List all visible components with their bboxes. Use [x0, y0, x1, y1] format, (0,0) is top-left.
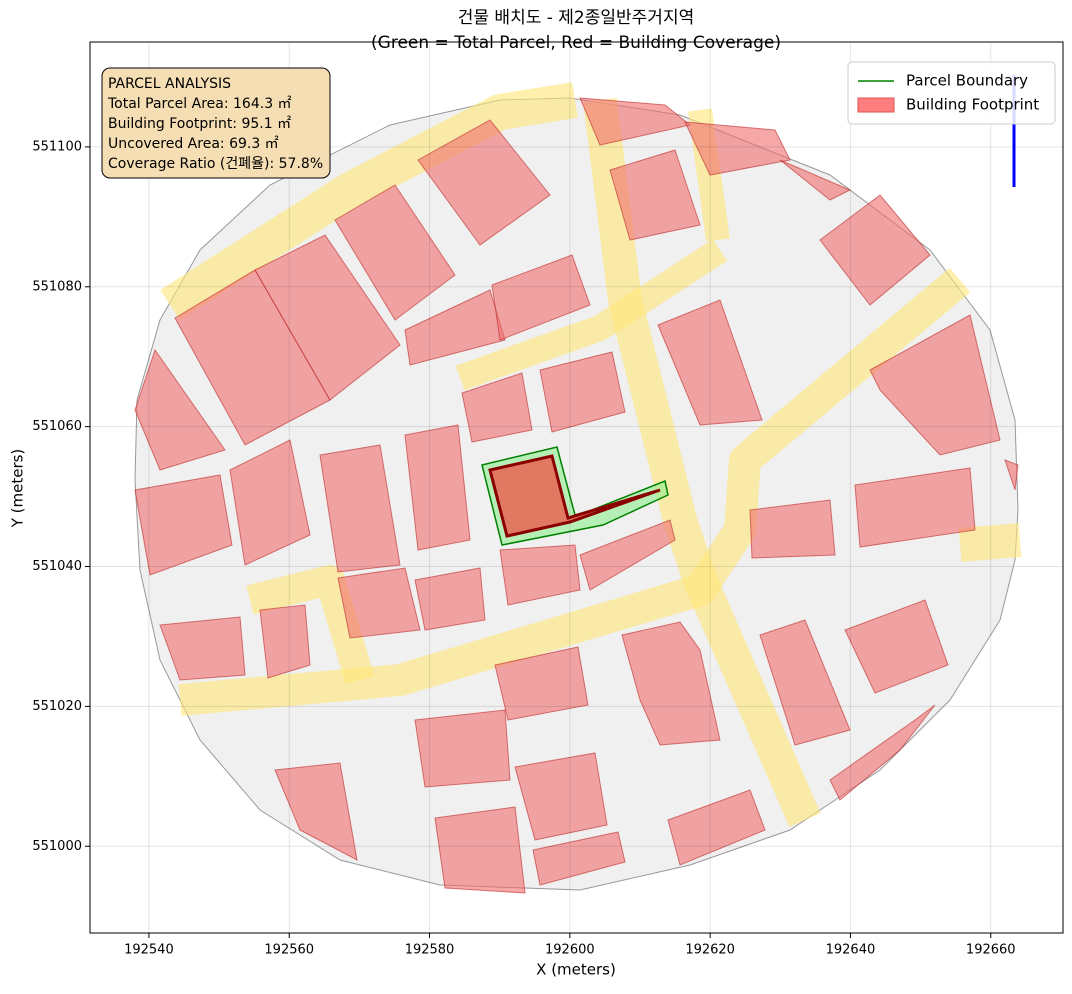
legend-box — [847, 61, 1056, 125]
x-tick-label: 192560 — [264, 943, 314, 958]
y-axis-label: Y (meters) — [9, 449, 27, 529]
plot-frame — [89, 41, 1064, 934]
x-tick-label: 192640 — [826, 943, 876, 958]
y-tick-label: 551060 — [32, 419, 82, 434]
chart-title: 건물 배치도 - 제2종일반주거지역 — [458, 8, 694, 28]
y-tick-label: 551040 — [32, 559, 82, 574]
annotation-line: Coverage Ratio (건폐율): 57.8% — [108, 156, 323, 172]
y-tick-label: 551020 — [32, 699, 82, 714]
buildings — [134, 97, 1019, 894]
map — [134, 75, 1022, 894]
x-tick-label: 192620 — [685, 943, 735, 958]
legend-swatch — [857, 97, 895, 113]
building-footprint — [488, 454, 661, 538]
x-tick-label: 192660 — [966, 943, 1016, 958]
annotation-line: Building Footprint: 95.1 ㎡ — [108, 116, 291, 132]
annotation-line: Total Parcel Area: 164.3 ㎡ — [107, 96, 292, 112]
annotation-line: Uncovered Area: 69.3 ㎡ — [108, 136, 279, 152]
annotation-line: PARCEL ANALYSIS — [108, 76, 231, 92]
chart-subtitle: (Green = Total Parcel, Red = Building Co… — [371, 33, 781, 53]
y-tick-label: 551000 — [32, 839, 82, 854]
legend-label: Building Footprint — [906, 96, 1039, 114]
x-tick-label: 192540 — [124, 943, 174, 958]
grid — [90, 42, 1063, 933]
annotation-box — [101, 67, 331, 179]
roads — [160, 82, 1022, 827]
y-tick-label: 551100 — [32, 139, 82, 154]
x-tick-label: 192600 — [545, 943, 595, 958]
x-axis-label: X (meters) — [536, 961, 616, 979]
x-tick-label: 192580 — [405, 943, 455, 958]
y-tick-label: 551080 — [32, 279, 82, 294]
legend-label: Parcel Boundary — [906, 72, 1028, 90]
